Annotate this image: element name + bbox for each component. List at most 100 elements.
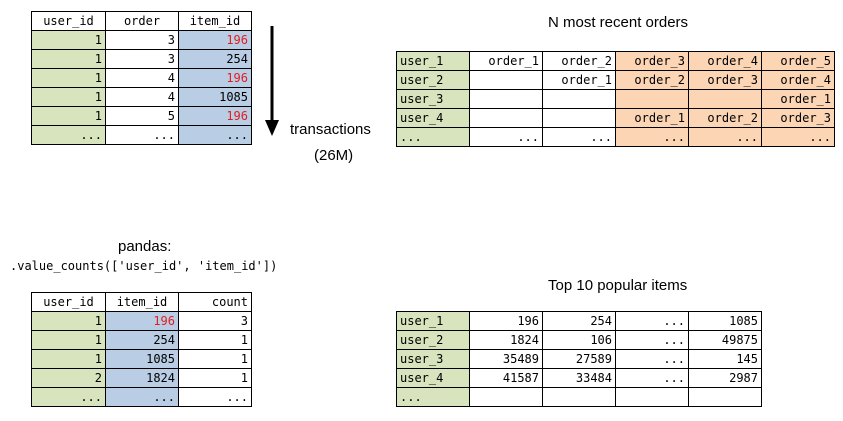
table-cell: 254 — [542, 311, 616, 331]
table-cell: 3 — [105, 49, 179, 69]
pandas-title: pandas: — [118, 238, 172, 255]
transactions-label: transactions — [290, 121, 371, 138]
table-cell: ... — [688, 127, 762, 147]
table-row: 1 3 196 — [31, 30, 252, 50]
table-cell: 1 — [31, 311, 106, 331]
table-cell: 1 — [31, 49, 106, 69]
table-cell: 254 — [105, 330, 179, 350]
table-cell — [469, 387, 543, 407]
table-row: user_3 order_1 — [396, 89, 835, 109]
pandas-code: .value_counts(['user_id', 'item_id']) — [10, 259, 278, 273]
popular-items-table: user_1 196 254 ... 1085 user_2 1824 106 … — [396, 311, 762, 407]
table-cell — [469, 70, 543, 90]
table-row: 1 4 196 — [31, 68, 252, 88]
table-header-row: user_id item_id count — [31, 292, 252, 312]
table-row: 1 254 1 — [31, 330, 252, 350]
table-row: 2 1824 1 — [31, 368, 252, 388]
table-cell: order_5 — [761, 51, 835, 71]
table-row: user_1 196 254 ... 1085 — [396, 311, 762, 331]
user-cell: ... — [396, 387, 470, 407]
table-row: ... ... ... — [31, 125, 252, 145]
table-cell: 1 — [178, 349, 252, 369]
table-row: 1 5 196 — [31, 106, 252, 126]
table-cell: order_1 — [761, 89, 835, 109]
table-cell: order_2 — [542, 51, 616, 71]
table-cell: 1 — [178, 368, 252, 388]
table-cell: 4 — [105, 68, 179, 88]
table-cell — [542, 108, 616, 128]
table-cell — [615, 387, 689, 407]
user-cell: user_3 — [396, 349, 470, 369]
table-cell: order_4 — [761, 70, 835, 90]
table-cell: 1 — [31, 68, 106, 88]
table-cell: ... — [31, 125, 106, 145]
table-cell: 41587 — [469, 368, 543, 388]
table-cell: ... — [615, 349, 689, 369]
table-cell: 1824 — [105, 368, 179, 388]
table-cell — [615, 89, 689, 109]
down-arrow-icon — [265, 26, 279, 136]
table-cell: 106 — [542, 330, 616, 350]
transactions-table: user_id order item_id 1 3 196 1 3 254 1 … — [31, 11, 252, 145]
table-cell: 2 — [31, 368, 106, 388]
column-header: order — [105, 11, 179, 31]
table-cell: order_4 — [688, 51, 762, 71]
user-cell: user_2 — [396, 330, 470, 350]
table-cell: 27589 — [542, 349, 616, 369]
user-cell: user_3 — [396, 89, 470, 109]
table-cell: order_2 — [688, 108, 762, 128]
recent-orders-title: N most recent orders — [548, 14, 689, 31]
table-cell: 1085 — [105, 349, 179, 369]
table-cell: ... — [178, 387, 252, 407]
column-header: user_id — [31, 292, 106, 312]
user-cell: user_4 — [396, 108, 470, 128]
table-cell: order_3 — [688, 70, 762, 90]
table-cell — [542, 387, 616, 407]
table-cell: 1 — [31, 330, 106, 350]
table-row: user_3 35489 27589 ... 145 — [396, 349, 762, 369]
table-cell: 5 — [105, 106, 179, 126]
table-cell: 196 — [105, 311, 179, 331]
table-cell: order_1 — [469, 51, 543, 71]
table-cell: ... — [105, 125, 179, 145]
table-cell: ... — [178, 125, 252, 145]
table-cell — [542, 89, 616, 109]
table-cell: 1 — [31, 106, 106, 126]
user-cell: user_2 — [396, 70, 470, 90]
table-row: user_2 order_1 order_2 order_3 order_4 — [396, 70, 835, 90]
table-cell: order_1 — [542, 70, 616, 90]
table-header-row: user_id order item_id — [31, 11, 252, 31]
table-cell — [469, 89, 543, 109]
table-cell: 2987 — [688, 368, 762, 388]
table-row: 1 4 1085 — [31, 87, 252, 107]
user-cell: user_1 — [396, 51, 470, 71]
table-cell: 196 — [178, 30, 252, 50]
table-row: user_4 41587 33484 ... 2987 — [396, 368, 762, 388]
value-counts-table: user_id item_id count 1 196 3 1 254 1 1 … — [31, 292, 252, 407]
table-cell: order_1 — [615, 108, 689, 128]
table-cell: 196 — [178, 68, 252, 88]
user-cell: ... — [396, 127, 470, 147]
table-row: 1 196 3 — [31, 311, 252, 331]
table-cell: 4 — [105, 87, 179, 107]
table-cell: 145 — [688, 349, 762, 369]
column-header: user_id — [31, 11, 106, 31]
user-cell: user_1 — [396, 311, 470, 331]
table-cell: order_3 — [761, 108, 835, 128]
popular-items-title: Top 10 popular items — [548, 277, 688, 294]
table-cell: 1 — [31, 87, 106, 107]
table-row: 1 3 254 — [31, 49, 252, 69]
column-header: item_id — [178, 11, 252, 31]
table-cell: ... — [615, 127, 689, 147]
column-header: count — [178, 292, 252, 312]
table-cell: order_2 — [615, 70, 689, 90]
table-cell: ... — [615, 311, 689, 331]
table-cell: 3 — [178, 311, 252, 331]
table-cell: 1 — [178, 330, 252, 350]
transactions-count-label: (26M) — [314, 147, 354, 164]
user-cell: user_4 — [396, 368, 470, 388]
table-cell: 3 — [105, 30, 179, 50]
table-row: ... ... ... ... ... ... — [396, 127, 835, 147]
column-header: item_id — [105, 292, 179, 312]
recent-orders-table: user_1 order_1 order_2 order_3 order_4 o… — [396, 51, 835, 147]
